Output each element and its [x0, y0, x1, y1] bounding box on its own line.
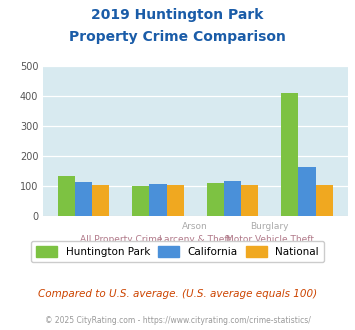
Text: Motor Vehicle Theft: Motor Vehicle Theft	[226, 235, 314, 244]
Text: Larceny & Theft: Larceny & Theft	[159, 235, 231, 244]
Legend: Huntington Park, California, National: Huntington Park, California, National	[31, 241, 324, 262]
Text: All Property Crime: All Property Crime	[80, 235, 162, 244]
Bar	[149, 184, 166, 216]
Bar	[132, 186, 149, 216]
Text: Property Crime Comparison: Property Crime Comparison	[69, 30, 286, 44]
Bar	[166, 185, 184, 216]
Bar	[207, 183, 224, 216]
Bar	[241, 185, 258, 216]
Bar	[299, 167, 316, 216]
Text: Arson: Arson	[182, 222, 208, 231]
Text: Compared to U.S. average. (U.S. average equals 100): Compared to U.S. average. (U.S. average …	[38, 289, 317, 299]
Bar	[316, 185, 333, 216]
Text: © 2025 CityRating.com - https://www.cityrating.com/crime-statistics/: © 2025 CityRating.com - https://www.city…	[45, 316, 310, 325]
Bar	[281, 93, 299, 216]
Bar	[224, 181, 241, 216]
Text: 2019 Huntington Park: 2019 Huntington Park	[91, 8, 264, 22]
Bar	[92, 185, 109, 216]
Text: Burglary: Burglary	[251, 222, 289, 231]
Bar	[75, 182, 92, 216]
Bar	[58, 176, 75, 216]
